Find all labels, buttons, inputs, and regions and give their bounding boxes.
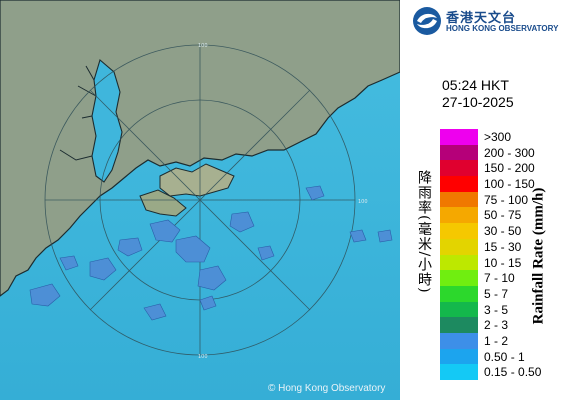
legend-swatch	[440, 285, 478, 302]
radar-map[interactable]: 100 100 100 © Hong Kong Observatory	[0, 0, 400, 400]
legend-range-label: 10 - 15	[484, 255, 522, 270]
legend-range-label: 100 - 150	[484, 177, 535, 192]
legend-range-label: 0.50 - 1	[484, 349, 525, 364]
legend-item: 1 - 2	[440, 332, 577, 349]
legend-range-label: 200 - 300	[484, 145, 535, 160]
legend-swatch	[440, 207, 478, 224]
legend-range-label: 15 - 30	[484, 239, 522, 254]
legend-item: 150 - 200	[440, 160, 577, 177]
legend-item: 7 - 10	[440, 270, 577, 286]
legend-item: 50 - 75	[440, 207, 577, 224]
legend-item: 0.15 - 0.50	[440, 364, 577, 380]
legend-label-english-wrap: Rainfall Rate (mm/h)	[526, 167, 552, 345]
hko-logo[interactable]: 香港天文台 HONG KONG OBSERVATORY	[412, 6, 574, 38]
range-ring-labels: 100 100 100	[198, 43, 368, 360]
legend-item: 2 - 3	[440, 317, 577, 333]
legend-range-label: 1 - 2	[484, 333, 509, 348]
radar-echoes	[29, 185, 393, 321]
legend-swatch	[440, 317, 478, 333]
legend-item: 100 - 150	[440, 176, 577, 192]
legend-item: 0.50 - 1	[440, 348, 577, 365]
copyright-text: © Hong Kong Observatory	[268, 383, 386, 394]
legend-swatch	[440, 301, 478, 318]
legend-range-label: 2 - 3	[484, 318, 509, 333]
legend-item: 75 - 100	[440, 191, 577, 208]
legend-swatch	[440, 238, 478, 255]
range-label-bottom: 100	[198, 354, 208, 360]
rainfall-legend: >300 200 - 300 150 - 200 100 - 150 75 - 100 5…	[440, 129, 577, 380]
legend-swatch	[440, 176, 478, 192]
logo-name-english: HONG KONG OBSERVATORY	[446, 24, 559, 33]
legend-range-label: 7 - 10	[484, 271, 515, 286]
legend-range-label: >300	[484, 130, 512, 144]
legend-range-label: 50 - 75	[484, 208, 522, 223]
legend-swatch	[440, 129, 478, 145]
legend-panel: 香港天文台 HONG KONG OBSERVATORY 05:24 HKT 27…	[400, 0, 577, 400]
legend-range-label: 150 - 200	[484, 161, 535, 176]
legend-label-english: Rainfall Rate (mm/h)	[530, 187, 547, 325]
range-label-top: 100	[198, 43, 208, 49]
legend-swatch	[440, 332, 478, 349]
legend-range-label: 0.15 - 0.50	[484, 365, 542, 380]
legend-item: 200 - 300	[440, 144, 577, 161]
legend-item: 30 - 50	[440, 223, 577, 239]
lantau-island	[139, 189, 187, 217]
legend-item: 5 - 7	[440, 285, 577, 302]
legend-range-label: 5 - 7	[484, 286, 509, 301]
observation-date: 27-10-2025	[442, 94, 514, 110]
pearl-river-channel	[59, 65, 97, 161]
legend-item: 10 - 15	[440, 254, 577, 271]
legend-swatch	[440, 223, 478, 239]
legend-swatch	[440, 270, 478, 286]
legend-swatch	[440, 191, 478, 208]
legend-range-label: 75 - 100	[484, 192, 529, 207]
legend-range-label: 30 - 50	[484, 224, 522, 239]
legend-swatch	[440, 254, 478, 271]
logo-name-chinese: 香港天文台	[446, 10, 517, 25]
hko-logo-icon	[413, 7, 441, 35]
legend-item: 3 - 5	[440, 301, 577, 318]
legend-range-label: 3 - 5	[484, 302, 509, 317]
legend-swatch	[440, 348, 478, 365]
legend-item: 15 - 30	[440, 238, 577, 255]
legend-swatch	[440, 364, 478, 380]
radar-map-graphic: 100 100 100	[0, 0, 400, 400]
legend-swatch	[440, 144, 478, 161]
legend-label-chinese: 降雨率(毫米/小時)	[416, 170, 432, 294]
range-label-right: 100	[358, 199, 368, 205]
range-rings	[44, 44, 356, 356]
legend-swatch	[440, 160, 478, 177]
observation-time: 05:24 HKT	[442, 77, 509, 93]
pearl-river-estuary	[91, 59, 123, 183]
legend-item: >300	[440, 129, 577, 145]
